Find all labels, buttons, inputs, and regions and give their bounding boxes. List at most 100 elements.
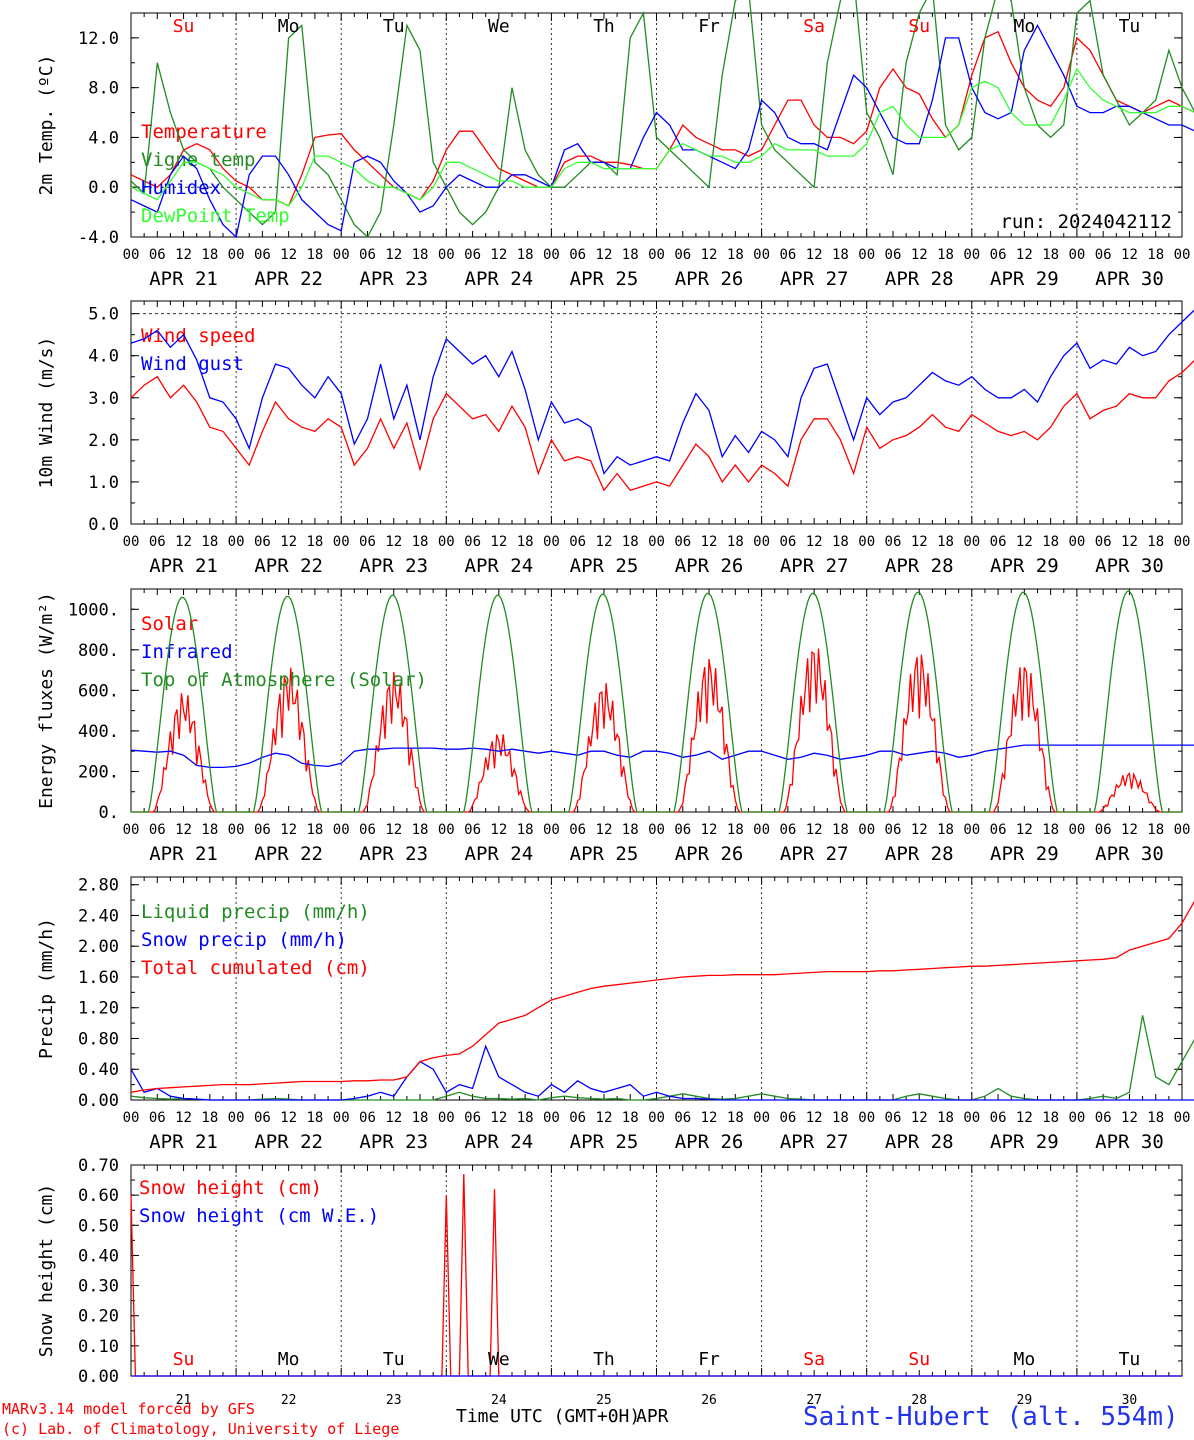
hour-label: 18 <box>622 1110 639 1126</box>
date-label: APR 21 <box>149 843 218 865</box>
hour-label: 12 <box>280 247 297 263</box>
hour-label: 00 <box>228 1110 245 1126</box>
series-line <box>130 1044 1194 1101</box>
date-label: APR 29 <box>990 1131 1059 1153</box>
hour-label: 18 <box>412 1110 429 1126</box>
hour-label: 18 <box>1147 1110 1164 1126</box>
hour-label: 06 <box>1095 1110 1112 1126</box>
hour-label: 12 <box>1016 1110 1033 1126</box>
hour-label: 12 <box>385 534 402 550</box>
hour-label: 12 <box>385 1110 402 1126</box>
hour-label: 18 <box>832 534 849 550</box>
hour-label: 06 <box>779 534 796 550</box>
weekday-label: Tu <box>1119 16 1141 37</box>
series-line <box>130 309 1194 475</box>
hour-label: 06 <box>569 247 586 263</box>
weekday-label: Mo <box>1014 1349 1036 1370</box>
hour-label: 06 <box>464 1110 481 1126</box>
hour-label: 00 <box>333 822 350 838</box>
station-title: Saint-Hubert (alt. 554m) <box>803 1402 1179 1432</box>
lab-credit: (c) Lab. of Climatology, University of L… <box>2 1420 400 1438</box>
legend-entry: Solar <box>141 613 198 635</box>
hour-label: 18 <box>727 822 744 838</box>
hour-label: 18 <box>517 1110 534 1126</box>
y-tick-label: 0. <box>99 803 119 823</box>
hour-label: 18 <box>517 247 534 263</box>
day-number: 25 <box>596 1393 612 1408</box>
hour-label: 18 <box>1042 1110 1059 1126</box>
hour-label: 00 <box>753 247 770 263</box>
hour-label: 12 <box>701 247 718 263</box>
x-axis-label: Time UTC (GMT+0H) <box>456 1406 641 1427</box>
hour-label: 12 <box>490 534 507 550</box>
date-label: APR 26 <box>675 1131 744 1153</box>
y-tick-label: 200. <box>78 762 119 782</box>
hour-label: 06 <box>1095 534 1112 550</box>
date-label: APR 24 <box>465 268 534 290</box>
hour-label: 00 <box>1068 534 1085 550</box>
hour-label: 06 <box>885 247 902 263</box>
hour-label: 18 <box>832 247 849 263</box>
weekday-label: Su <box>173 16 195 37</box>
hour-label: 12 <box>1016 247 1033 263</box>
hour-label: 12 <box>1016 534 1033 550</box>
hour-label: 00 <box>1174 1110 1191 1126</box>
hour-label: 00 <box>963 247 980 263</box>
hour-label: 06 <box>569 822 586 838</box>
date-label: APR 29 <box>990 268 1059 290</box>
hour-label: 18 <box>306 1110 323 1126</box>
hour-label: 18 <box>306 822 323 838</box>
date-label: APR 25 <box>570 843 639 865</box>
date-label: APR 26 <box>675 843 744 865</box>
legend-entry: Wind speed <box>141 325 255 347</box>
y-tick-label: 400. <box>78 722 119 742</box>
day-number: 24 <box>491 1393 507 1408</box>
weekday-label: Tu <box>383 16 405 37</box>
hour-label: 06 <box>1095 247 1112 263</box>
weekday-label: We <box>488 1349 510 1370</box>
hour-label: 06 <box>359 534 376 550</box>
weekday-label: Su <box>908 1349 930 1370</box>
y-tick-label: 4.0 <box>88 347 119 367</box>
hour-label: 12 <box>490 822 507 838</box>
legend-entry: Total cumulated (cm) <box>141 957 370 979</box>
hour-label: 18 <box>517 822 534 838</box>
date-label: APR 28 <box>885 1131 954 1153</box>
hour-label: 00 <box>1068 1110 1085 1126</box>
y-axis-label: Energy fluxes (W/m²) <box>36 592 57 809</box>
hour-label: 00 <box>1174 247 1191 263</box>
hour-label: 06 <box>990 247 1007 263</box>
hour-label: 00 <box>438 1110 455 1126</box>
y-tick-label: 0.0 <box>88 178 119 198</box>
hour-label: 12 <box>175 822 192 838</box>
hour-label: 12 <box>490 247 507 263</box>
day-number: 30 <box>1122 1393 1138 1408</box>
date-label: APR 27 <box>780 555 849 577</box>
hour-label: 18 <box>1147 822 1164 838</box>
date-label: APR 23 <box>359 555 428 577</box>
y-tick-label: 3.0 <box>88 389 119 409</box>
date-label: APR 30 <box>1095 1131 1164 1153</box>
hour-label: 18 <box>622 247 639 263</box>
hour-label: 00 <box>1174 534 1191 550</box>
hour-label: 18 <box>412 247 429 263</box>
weekday-label: Mo <box>278 16 300 37</box>
series-line <box>130 744 1194 769</box>
hour-label: 06 <box>254 247 271 263</box>
legend-entry: Liquid precip (mm/h) <box>141 901 370 923</box>
hour-label: 06 <box>254 1110 271 1126</box>
date-label: APR 28 <box>885 268 954 290</box>
hour-label: 18 <box>201 534 218 550</box>
y-tick-label: 2.00 <box>78 937 119 957</box>
hour-label: 18 <box>1042 247 1059 263</box>
weekday-label: Sa <box>803 1349 825 1370</box>
date-label: APR 22 <box>254 843 323 865</box>
hour-label: 12 <box>1121 1110 1138 1126</box>
hour-label: 00 <box>543 822 560 838</box>
y-tick-label: 0.0 <box>88 515 119 535</box>
y-tick-label: 12.0 <box>78 29 119 49</box>
y-tick-label: 0.20 <box>78 1307 119 1327</box>
y-tick-label: 0.80 <box>78 1029 119 1049</box>
hour-label: 12 <box>701 822 718 838</box>
hour-label: 06 <box>674 534 691 550</box>
